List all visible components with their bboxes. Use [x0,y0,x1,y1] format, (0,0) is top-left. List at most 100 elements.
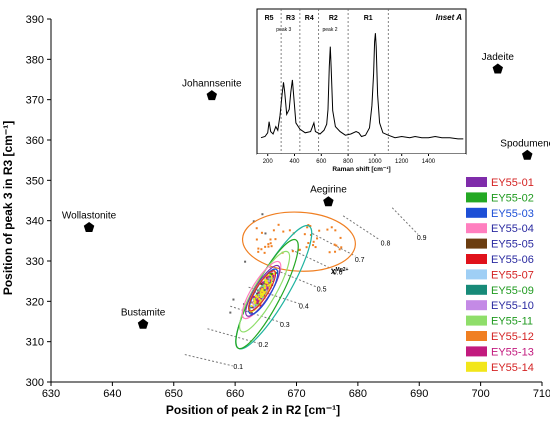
y-tick-label: 380 [26,54,44,66]
data-point [262,286,265,289]
inset-spectrum: R5 R3 R4 R2 R1 Inset A peak 3 peak 2 200 400 600 80… [256,8,467,173]
data-point [263,293,266,296]
contour-label: 0.7 [355,257,365,264]
legend-swatch [466,331,487,341]
reference-minerals: Jadeite Johannsenite Spodumene Aegirine Woll… [62,52,550,329]
reference-label: Aegirine [310,185,347,196]
data-point [232,298,235,301]
data-point [335,244,338,247]
contour-line [342,215,381,241]
data-point [305,246,308,249]
data-point [276,271,279,274]
data-point [263,282,266,285]
mg-marker: XMg2+ [331,267,349,276]
data-point [339,236,342,239]
data-point [261,294,264,297]
data-point [264,290,267,293]
data-point [264,232,267,235]
data-point [258,302,261,305]
contour-label: 0.8 [381,241,391,248]
legend-swatch [466,254,487,264]
legend-label: EY55-05 [491,239,534,251]
data-point [263,291,266,294]
data-point [307,242,310,245]
data-point [265,277,268,280]
inset-axis-band [257,154,466,173]
legend-swatch [466,269,487,280]
data-point [267,278,270,281]
legend-swatch [466,177,487,187]
data-point [269,272,272,275]
data-point [261,298,264,301]
data-point [252,220,255,223]
contour-label: 0.9 [417,235,427,242]
inset-spectrum-line [260,33,464,140]
inset-region-label: R5 [265,15,274,22]
data-point [269,238,272,241]
contour-label: 0.2 [258,342,268,349]
marker-label: XMg2+ [331,267,349,276]
confidence-ellipses [235,211,356,350]
x-axis-label: Position of peak 2 in R2 [cm⁻¹] [166,403,340,417]
y-tick-label: 320 [26,296,44,308]
data-point [257,293,260,296]
data-point [333,243,336,246]
data-point [259,286,262,289]
data-point [267,284,270,287]
data-point [306,226,309,229]
inset-region-label: R1 [364,15,373,22]
reference-marker [83,222,95,232]
data-point [260,298,263,301]
data-point [288,229,291,232]
data-point [260,248,263,251]
inset-x-tick-label: 600 [316,159,327,165]
reference-label: Jadeite [482,52,515,63]
data-point [264,245,267,248]
data-point [258,297,261,300]
data-point [269,277,272,280]
contour-label: 0.5 [317,287,327,294]
inset-peak-label: peak 2 [323,27,338,33]
data-point [318,229,321,232]
data-point [263,251,266,254]
data-point [269,242,272,245]
data-point [253,297,256,300]
data-point [263,285,266,288]
y-axis-ticks: 300 310 320 330 340 350 360 370 380 390 [26,14,51,389]
data-point [260,282,263,285]
data-point [266,287,269,290]
reference-label: Bustamite [121,307,166,318]
y-tick-label: 350 [26,175,44,187]
y-tick-label: 310 [26,337,44,349]
legend: EY55-01 EY55-02 EY55-03 EY55-04 EY55-05 EY55-… [466,177,534,374]
legend-swatch [466,207,487,218]
x-tick-label: 650 [165,388,183,400]
x-tick-label: 710 [533,388,550,400]
data-point [334,229,337,232]
data-point [260,296,263,299]
contour-label: 0.1 [233,364,243,371]
data-point [262,292,265,295]
data-point [271,273,274,276]
legend-swatch [466,238,487,249]
legend-label: EY55-01 [491,177,534,189]
reference-marker [522,149,533,160]
y-tick-label: 330 [26,256,44,268]
reference-marker [137,318,149,329]
contour-lines: 0.1 0.2 0.3 0.4 0.5 0.6 0.7 0.8 0.9 [184,207,427,371]
data-point [272,274,275,277]
data-point [291,250,294,253]
data-point [267,243,270,246]
legend-label: EY55-07 [491,269,534,281]
contour-line [391,207,419,235]
inset-x-axis-label: Raman shift [cm⁻¹] [332,166,390,173]
data-point [260,289,263,292]
x-tick-label: 660 [226,388,244,400]
data-point [252,301,255,304]
data-point [267,285,270,288]
legend-swatch [466,315,487,326]
data-point [277,223,280,226]
inset-region-label: R3 [286,15,295,22]
contour-label: 0.4 [299,304,309,311]
data-point [264,281,267,284]
